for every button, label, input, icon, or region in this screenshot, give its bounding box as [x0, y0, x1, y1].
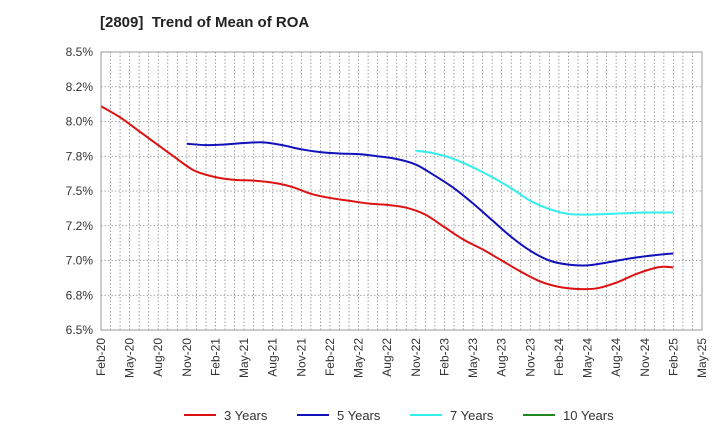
legend-label-5-years: 5 Years [337, 408, 381, 423]
legend: 3 Years 5 Years 7 Years 10 Years [184, 408, 614, 423]
legend-label-7-years: 7 Years [450, 408, 494, 423]
x-tick-label: Nov-24 [638, 338, 652, 377]
x-tick-label: Aug-21 [266, 338, 280, 377]
x-tick-label: Aug-23 [495, 338, 509, 377]
x-tick-label: Aug-22 [380, 338, 394, 377]
plot-border [100, 51, 703, 331]
series-line-5-years [186, 141, 674, 267]
x-tick-label: Nov-21 [294, 338, 308, 377]
x-tick-label: Feb-22 [323, 338, 337, 376]
plot-background [101, 52, 702, 330]
y-tick-label: 6.5% [66, 323, 94, 337]
y-tick-label: 8.2% [66, 80, 94, 94]
x-tick-label: May-24 [581, 338, 595, 378]
x-tick-label: May-23 [466, 338, 480, 378]
x-tick-label: Feb-24 [552, 338, 566, 376]
legend-label-10-years: 10 Years [563, 408, 614, 423]
x-tick-label: Nov-20 [180, 338, 194, 377]
y-tick-label: 8.5% [66, 45, 94, 59]
x-tick-label: Aug-20 [151, 338, 165, 377]
x-axis: Feb-20 May-20 Aug-20 Nov-20 Feb-21 May-21 Aug-… [94, 338, 709, 378]
y-tick-label: 7.2% [66, 219, 94, 233]
x-tick-label: Feb-25 [666, 338, 680, 376]
x-tick-label: May-21 [237, 338, 251, 378]
series-line-3-years [100, 105, 674, 291]
x-tick-label: May-22 [352, 338, 366, 378]
y-tick-label: 6.8% [66, 288, 94, 302]
chart-title: [2809] Trend of Mean of ROA [100, 14, 310, 31]
x-tick-label: Feb-23 [437, 338, 451, 376]
x-tick-label: Nov-23 [523, 338, 537, 377]
plot-area [101, 52, 702, 330]
grid-lines [101, 52, 702, 330]
plot-frame [100, 51, 703, 331]
y-tick-label: 7.5% [66, 184, 94, 198]
x-tick-label: May-20 [123, 338, 137, 378]
data-series [100, 105, 674, 291]
x-tick-label: Feb-20 [94, 338, 108, 376]
y-tick-label: 7.8% [66, 149, 94, 163]
x-tick-label: Nov-22 [409, 338, 423, 377]
series-line-7-years [415, 149, 674, 216]
y-tick-label: 7.0% [66, 254, 94, 268]
x-tick-label: Aug-24 [609, 338, 623, 377]
y-axis: 6.5% 6.8% 7.0% 7.2% 7.5% 7.8% 8.0% 8.2% 8.5% [66, 45, 94, 337]
x-tick-label: Feb-21 [208, 338, 222, 376]
y-tick-label: 8.0% [66, 115, 94, 129]
x-tick-label: May-25 [695, 338, 709, 378]
legend-label-3-years: 3 Years [224, 408, 268, 423]
